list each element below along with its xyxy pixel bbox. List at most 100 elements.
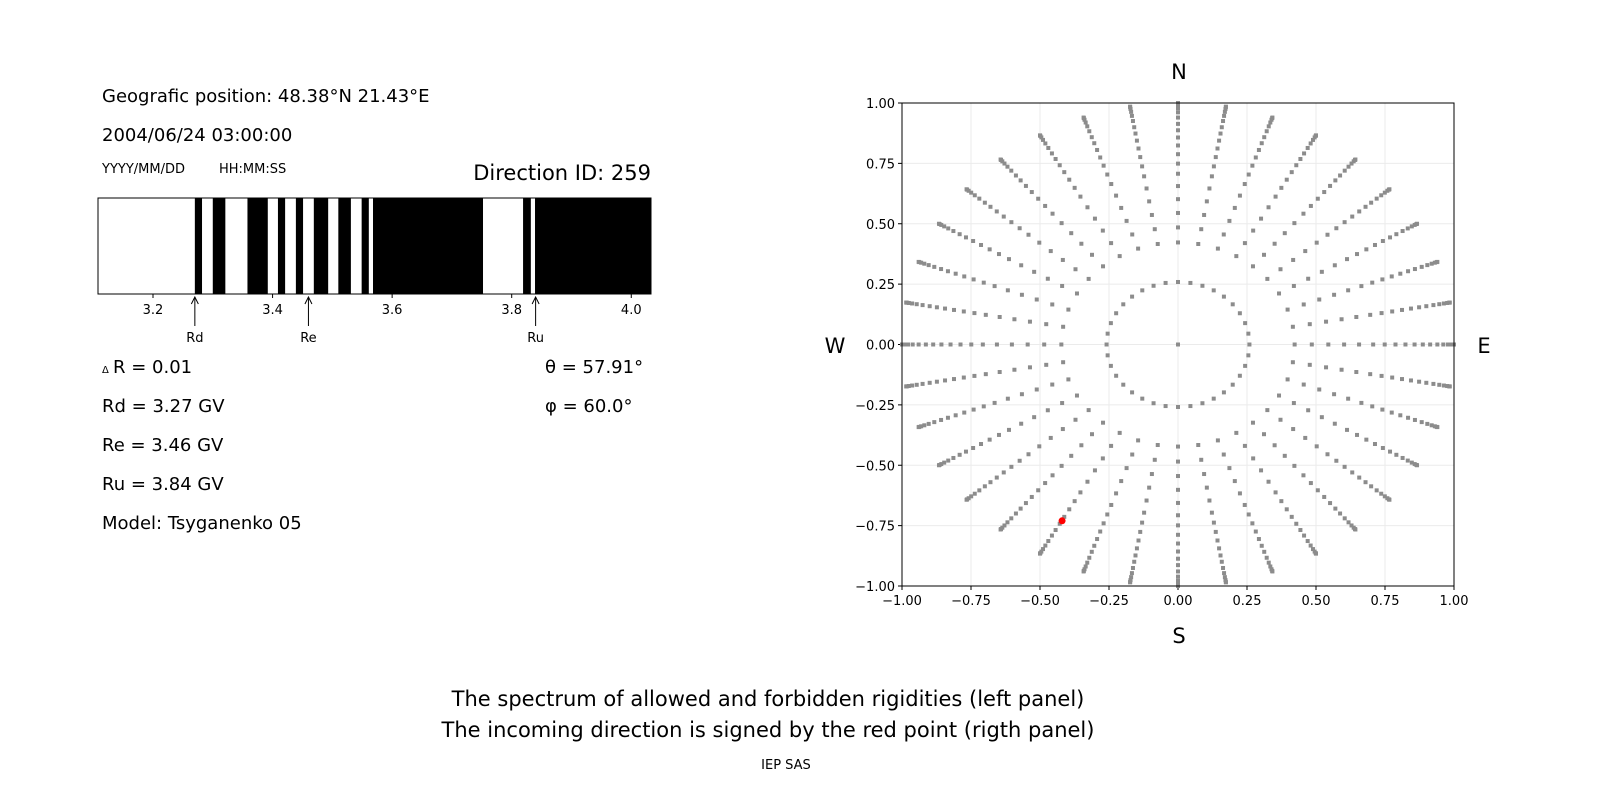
grid-point	[1292, 463, 1297, 468]
grid-point	[1222, 109, 1227, 114]
grid-point	[1364, 247, 1369, 252]
grid-point	[1259, 141, 1264, 146]
x-tick-label: −0.50	[1020, 594, 1060, 609]
grid-point	[1256, 537, 1261, 542]
grid-point	[1087, 555, 1092, 560]
grid-point	[1176, 487, 1180, 492]
grid-point	[1291, 401, 1296, 406]
grid-point	[997, 314, 1002, 319]
grid-point	[922, 423, 927, 428]
grid-point	[1012, 367, 1017, 372]
grid-point	[1221, 390, 1226, 395]
grid-point	[916, 259, 921, 264]
grid-point	[1138, 155, 1143, 160]
grid-point	[1043, 481, 1048, 486]
grid-point	[1144, 186, 1149, 191]
grid-point	[1324, 319, 1329, 324]
grid-point	[1291, 257, 1296, 262]
grid-point	[946, 226, 951, 231]
grid-point	[1086, 276, 1091, 281]
grid-point	[1155, 241, 1160, 246]
grid-point	[1138, 529, 1143, 534]
grid-point	[981, 404, 986, 409]
grid-point	[1284, 507, 1289, 512]
grid-point	[920, 381, 925, 386]
grid-point	[1069, 231, 1074, 236]
grid-point	[927, 304, 932, 309]
grid-point	[1325, 452, 1330, 457]
x-tick-label: 0.25	[1233, 594, 1262, 609]
grid-point	[1045, 276, 1050, 281]
grid-point	[1266, 124, 1271, 129]
grid-point	[1176, 541, 1180, 546]
grid-point	[910, 301, 915, 306]
grid-point	[1045, 408, 1050, 413]
grid-point	[1026, 452, 1031, 457]
grid-point	[1130, 390, 1135, 395]
grid-point	[1092, 543, 1097, 548]
grid-point	[1308, 203, 1313, 208]
grid-point	[1237, 311, 1242, 316]
grid-point	[1380, 238, 1385, 243]
grid-point	[1114, 193, 1119, 198]
grid-point	[1379, 491, 1384, 496]
grid-point	[1072, 499, 1077, 504]
grid-point	[939, 417, 944, 422]
grid-point	[1405, 226, 1410, 231]
grid-point	[1140, 164, 1145, 169]
grid-point	[1332, 292, 1337, 297]
grid-point	[1001, 214, 1006, 219]
grid-point	[1394, 452, 1399, 457]
grid-point	[1435, 425, 1440, 430]
grid-point	[1389, 274, 1394, 279]
grid-point	[1303, 435, 1308, 440]
grid-point	[1017, 226, 1022, 231]
grid-point	[1129, 575, 1134, 580]
grid-point	[1109, 502, 1114, 507]
grid-point	[1250, 521, 1255, 526]
grid-point	[1368, 312, 1373, 317]
grid-point	[951, 307, 956, 312]
grid-point	[1264, 555, 1269, 560]
grid-point	[1060, 401, 1065, 406]
grid-point	[1188, 404, 1193, 409]
grid-point	[1001, 470, 1006, 475]
grid-point	[1308, 543, 1313, 548]
grid-point	[1237, 193, 1242, 198]
marker-label: Ru	[527, 331, 544, 346]
grid-point	[1117, 430, 1122, 435]
grid-point	[1050, 302, 1055, 307]
grid-point	[951, 455, 956, 460]
grid-point	[1277, 393, 1282, 398]
grid-point	[1062, 514, 1067, 519]
grid-point	[1371, 342, 1376, 347]
grid-point	[1117, 254, 1122, 259]
grid-point	[1342, 516, 1347, 521]
grid-point	[1129, 109, 1134, 114]
grid-point	[1317, 297, 1322, 302]
grid-point	[1114, 311, 1119, 316]
grid-point	[1005, 520, 1010, 525]
grid-point	[1176, 474, 1180, 479]
grid-point	[1380, 277, 1385, 282]
grid-point	[1213, 529, 1218, 534]
grid-point	[1142, 510, 1147, 515]
grid-point	[1369, 484, 1374, 489]
grid-point	[1176, 110, 1180, 115]
grid-point	[1289, 170, 1294, 175]
grid-point	[1349, 161, 1354, 166]
grid-point	[906, 342, 911, 347]
grid-point	[1242, 182, 1247, 187]
grid-point	[942, 460, 947, 465]
grid-point	[1334, 226, 1339, 231]
grid-point	[998, 527, 1003, 532]
grid-point	[1270, 115, 1275, 120]
grid-point	[1034, 387, 1039, 392]
grid-point	[1279, 499, 1284, 504]
grid-point	[1215, 538, 1220, 543]
grid-point	[1272, 443, 1277, 448]
grid-point	[1342, 220, 1347, 225]
x-tick-label: 0.00	[1164, 594, 1193, 609]
grid-point	[1119, 479, 1124, 484]
date-format: YYYY/MM/DD	[101, 162, 185, 177]
